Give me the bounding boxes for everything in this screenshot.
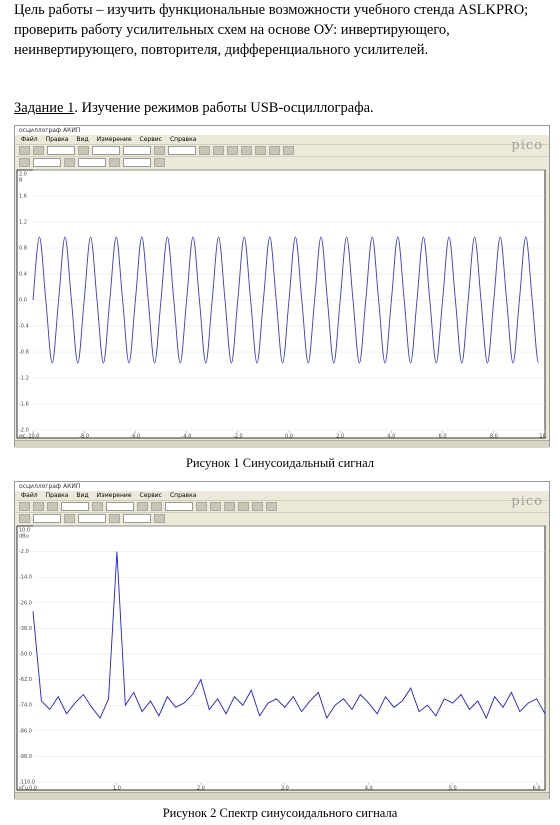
menu-item[interactable]: Измерение [96,136,132,143]
x-tick-label: 6.0 [439,434,447,440]
x-tick-label: -2.0 [233,434,243,440]
y-tick-label: -1.6 [19,402,29,408]
menu-item[interactable]: Измерение [96,492,132,499]
window-title: осциллограф АКИП [15,482,549,491]
y-tick-label: -0.8 [19,350,29,356]
menu-item[interactable]: Файл [21,492,38,499]
x-unit: мс [19,434,26,440]
menu-item[interactable]: Сервис [139,136,162,143]
toolbar [15,512,549,524]
menu-item[interactable]: Правка [45,136,69,143]
x-tick-label: -6.0 [131,434,141,440]
window-title: осциллограф АКИП [15,126,549,135]
x-tick-label: 4.0 [387,434,395,440]
y-tick-label: 1.2 [19,220,27,226]
y-tick-label: -26.0 [19,600,32,606]
x-tick-label: 8.0 [490,434,498,440]
plot-area [16,525,546,791]
x-tick-label: 5.0 [449,786,457,792]
signal-line [32,236,540,364]
menu-bar: Файл Правка Вид Измерение Сервис Справка [15,491,549,500]
chart: 2.01.61.20.80.40.0-0.4-0.8-1.2-1.6-2.0-1… [16,169,547,440]
menu-item[interactable]: Вид [76,492,89,499]
chart: 10.0 -2.0 -14.0 -26.0 -38.0 -50.0 -62.0 -74.0 -8… [16,525,546,792]
plot-area [16,169,546,439]
toolbar [15,156,549,168]
menu-item[interactable]: Справка [169,492,197,499]
menu-item[interactable]: Сервис [139,492,162,499]
toolbar [15,500,549,512]
caption: Рисунок 1 Синусоидальный сигнал [185,456,375,470]
x-tick-label: 4.0 [365,786,373,792]
logo: pico [511,494,543,509]
y-tick-label: -2.0 [19,549,29,555]
y-tick-label: 1.6 [19,194,27,200]
y-tick-label: 10.0 [19,528,30,534]
y-tick-label: -98.0 [19,754,32,760]
caption: Рисунок 2 Спектр синусоидального сигнала [162,806,398,820]
x-tick-label: -4.0 [182,434,192,440]
intro: Цель работы – изучить функциональные воз… [14,2,529,58]
y-tick-label: -1.2 [19,376,29,382]
x-tick-label: 1.0 [113,786,121,792]
menu-item[interactable]: Файл [21,136,38,143]
menu-item[interactable]: Вид [76,136,89,143]
y-tick-label: -2.0 [19,428,29,434]
task-text: . Изучение режимов работы USB-осциллогра… [74,100,374,116]
status-bar [15,792,549,800]
y-tick-label: -14.0 [19,575,32,581]
y-tick-label: -86.0 [19,728,32,734]
logo: pico [511,138,543,153]
y-tick-label: -62.0 [19,677,32,683]
x-tick-label: 6.0 [533,786,541,792]
y-tick-label: 0.8 [19,246,27,252]
x-tick-label: 2.0 [197,786,205,792]
task-label: Задание 1 [14,100,75,116]
y-unit: dBu [19,534,29,540]
y-tick-label: -0.4 [19,324,29,330]
y-tick-label: 0.0 [19,298,27,304]
menu-bar: Файл Правка Вид Измерение Сервис Справка [15,135,549,144]
x-tick-label: -8.0 [79,434,89,440]
screenshot: осциллограф АКИП Файл Правка Вид Измерение С… [14,481,550,800]
x-tick-label: 0.0 [285,434,293,440]
menu-item[interactable]: Справка [169,136,197,143]
screenshot: осциллограф АКИП Файл Правка Вид Измерение С… [14,125,550,448]
x-tick-label: 2.0 [336,434,344,440]
x-tick-label: 3.0 [281,786,289,792]
y-tick-label: -50.0 [19,652,32,658]
y-tick-label: 0.4 [19,272,27,278]
y-tick-label: -38.0 [19,626,32,632]
toolbar [15,144,549,156]
y-tick-label: -74.0 [19,703,32,709]
x-unit: кГц [19,786,29,792]
y-tick-label: 2.0 [19,172,27,178]
x-tick-label: 10.0 [539,434,547,440]
status-bar [15,440,549,448]
menu-item[interactable]: Правка [45,492,69,499]
task: Задание 1. Изучение режимов работы USB-о… [14,98,374,118]
x-tick-label: -10.0 [27,434,40,440]
y-unit: В [19,178,23,184]
x-tick-label: 0.0 [29,786,37,792]
y-tick-label: -110.0 [19,780,35,786]
signal-line [32,551,546,720]
